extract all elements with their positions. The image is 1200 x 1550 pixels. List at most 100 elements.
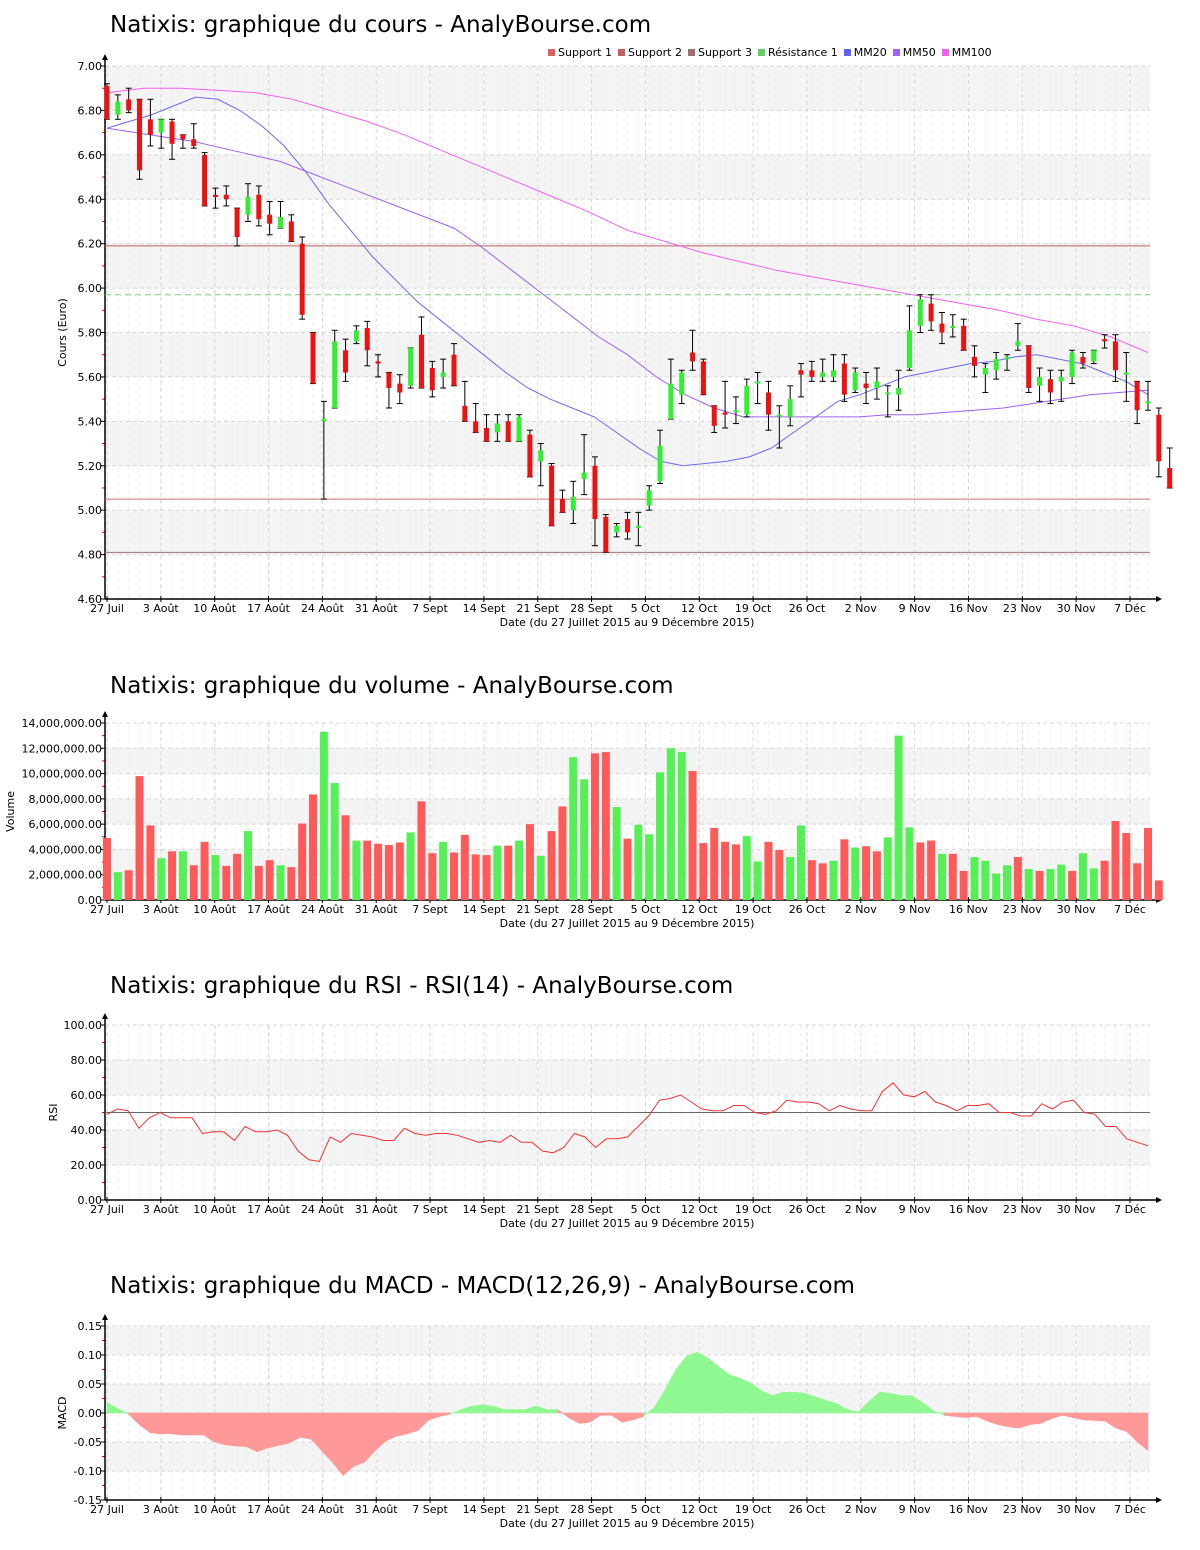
candle	[679, 372, 685, 395]
legend-label: Support 3	[697, 46, 752, 59]
y-tick-label: 14,000,000.00	[22, 717, 102, 730]
mm100-line	[106, 87, 1149, 353]
candle	[364, 328, 370, 351]
y-tick-label: 5.80	[78, 327, 103, 340]
x-tick-label: 14 Sept	[463, 602, 506, 615]
candle	[527, 434, 533, 477]
candle	[256, 194, 262, 220]
candle	[831, 370, 837, 377]
x-tick-label: 19 Oct	[735, 903, 772, 916]
volume-bar	[970, 857, 979, 900]
volume-bar	[645, 834, 654, 900]
volume-bar	[439, 841, 448, 900]
candle	[505, 421, 511, 442]
x-tick-label: 10 Août	[193, 903, 237, 916]
volume-bar	[612, 807, 621, 900]
x-tick-label: 16 Nov	[949, 602, 988, 615]
candle	[939, 323, 945, 333]
x-tick-label: 7 Sept	[412, 903, 448, 916]
x-tick-label: 7 Déc	[1114, 1203, 1146, 1216]
volume-bar	[319, 731, 328, 900]
legend-swatch-icon	[548, 49, 555, 56]
x-tick-label: 3 Août	[143, 602, 180, 615]
y-tick-label: -0.15	[74, 1494, 102, 1507]
candle	[982, 368, 988, 375]
legend-label: Support 2	[627, 46, 682, 59]
x-tick-label: 21 Sept	[516, 1503, 559, 1516]
candle	[212, 194, 218, 198]
volume-bar	[178, 851, 187, 900]
legend-swatch-icon	[757, 49, 765, 56]
candle	[332, 341, 338, 409]
candle	[1015, 341, 1021, 346]
candle	[581, 472, 587, 480]
legend-item: Support 1	[548, 46, 612, 59]
y-axis-label: RSI	[47, 1104, 60, 1122]
candle	[820, 372, 826, 377]
candle	[711, 405, 717, 426]
y-tick-label: 4.60	[78, 593, 103, 606]
volume-bar	[298, 823, 307, 900]
volume-bar	[482, 855, 491, 900]
candle	[1102, 339, 1108, 342]
candle	[765, 392, 771, 415]
x-tick-label: 10 Août	[193, 1203, 237, 1216]
volume-bar	[352, 840, 361, 900]
volume-bar	[753, 861, 762, 900]
candle	[896, 388, 902, 395]
x-tick-label: 14 Sept	[463, 903, 506, 916]
candle	[852, 372, 858, 391]
candle	[614, 525, 620, 533]
volume-bar	[384, 845, 393, 900]
y-tick-label: 60.00	[71, 1089, 103, 1102]
volume-bar	[395, 842, 404, 900]
legend-item: Support 2	[617, 46, 682, 59]
x-tick-label: 21 Sept	[516, 602, 559, 615]
legend-item: MM20	[843, 46, 887, 59]
candle	[386, 372, 392, 389]
volume-bar	[1003, 865, 1012, 900]
x-tick-label: 17 Août	[247, 1503, 291, 1516]
volume-bar	[721, 841, 730, 900]
rsi-line	[106, 1082, 1149, 1163]
volume-bar	[948, 853, 957, 900]
x-tick-label: 7 Sept	[412, 602, 448, 615]
candle	[418, 334, 424, 389]
volume-bar	[103, 838, 111, 900]
legend-label: MM50	[902, 46, 936, 59]
x-tick-label: 2 Nov	[845, 903, 877, 916]
candle	[538, 450, 544, 462]
candle	[635, 525, 641, 528]
candle	[603, 516, 609, 553]
volume-bar	[1068, 870, 1077, 900]
x-tick-label: 27 Juil	[90, 1503, 124, 1516]
candle	[559, 499, 565, 513]
volume-bar	[417, 801, 426, 900]
volume-bar	[1154, 880, 1163, 900]
x-tick-label: 12 Oct	[681, 602, 718, 615]
volume-bar	[688, 771, 697, 900]
y-tick-label: 6,000,000.00	[29, 818, 102, 831]
legend-swatch-icon	[687, 49, 695, 56]
y-tick-label: 4.80	[78, 549, 103, 562]
candle	[408, 348, 414, 386]
candle	[137, 99, 143, 171]
volume-bar	[330, 783, 339, 900]
candle	[885, 392, 891, 395]
volume-bars	[103, 731, 1163, 900]
x-tick-label: 17 Août	[247, 903, 291, 916]
x-tick-label: 9 Nov	[899, 1503, 931, 1516]
y-tick-label: 6.40	[78, 193, 103, 206]
volume-bar	[211, 855, 220, 900]
volume-bar	[580, 779, 589, 900]
candle	[646, 490, 652, 506]
candle	[310, 332, 316, 384]
candle	[787, 399, 793, 417]
y-tick-label: -0.10	[74, 1465, 102, 1478]
volume-bar	[797, 825, 805, 900]
y-tick-label: 6.00	[78, 282, 103, 295]
x-tick-label: 2 Nov	[845, 602, 877, 615]
y-tick-label: 0.00	[78, 1194, 103, 1207]
candle	[733, 410, 739, 413]
candle	[1156, 414, 1162, 462]
